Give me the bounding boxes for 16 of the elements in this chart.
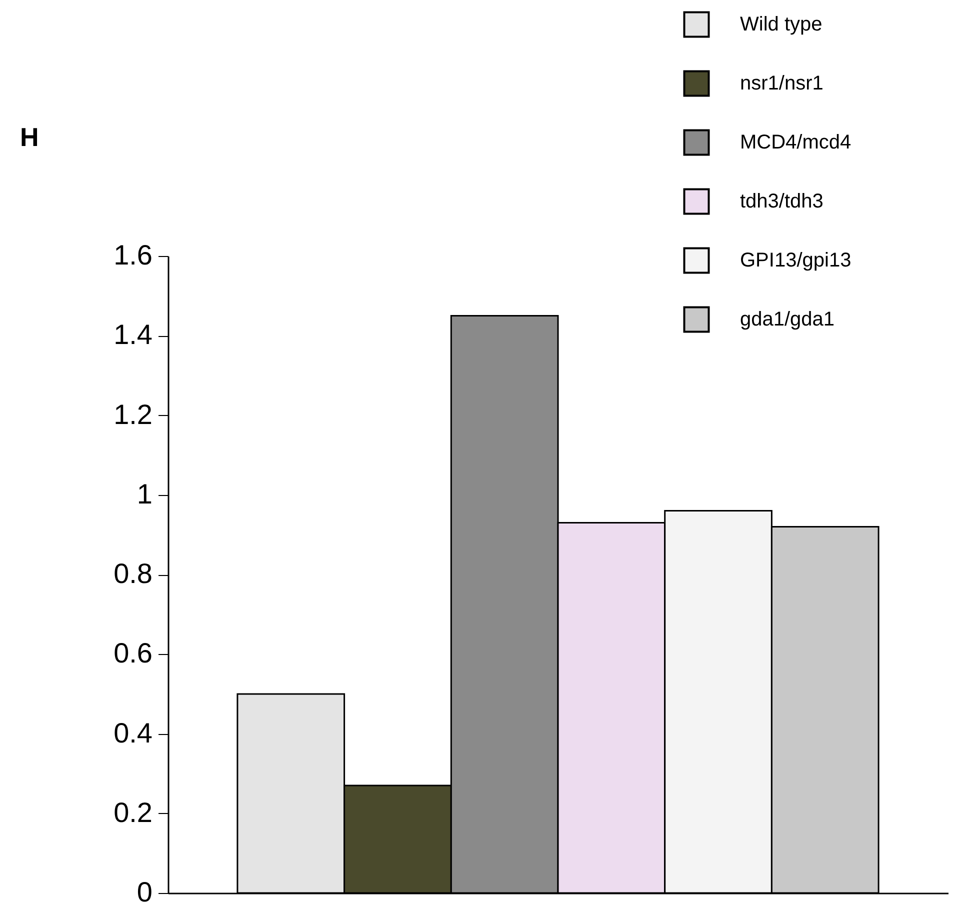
y-tick-label: 1.4 [114,319,152,350]
y-tick-label: 1.6 [114,240,152,270]
legend-label: gda1/gda1 [740,308,835,330]
y-tick-label: 1.2 [114,398,152,430]
y-tick-label: 0.8 [114,558,152,589]
legend-label: GPI13/gpi13 [740,250,852,272]
legend-label: tdh3/tdh3 [740,190,824,212]
y-tick-label: 0 [136,876,152,908]
legend-label: MCD4/mcd4 [740,132,852,154]
y-tick-label: 1 [136,478,152,510]
y-tick-label: 0.2 [114,796,152,828]
legend-label: Wild type [740,14,822,36]
y-tick-label: 0.4 [114,717,152,748]
chart-title: H [20,122,39,152]
legend-label: nsr1/nsr1 [740,72,824,94]
y-tick-label: 0.6 [114,638,152,669]
